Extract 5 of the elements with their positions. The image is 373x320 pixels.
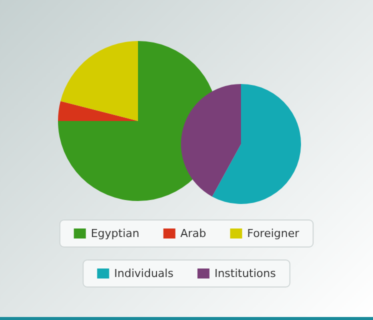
legend-label: Institutions (214, 267, 276, 280)
legend-label: Foreigner (247, 227, 300, 240)
legend-label: Individuals (114, 267, 174, 280)
legend-label: Egyptian (90, 227, 140, 240)
legend-label: Arab (180, 227, 206, 240)
